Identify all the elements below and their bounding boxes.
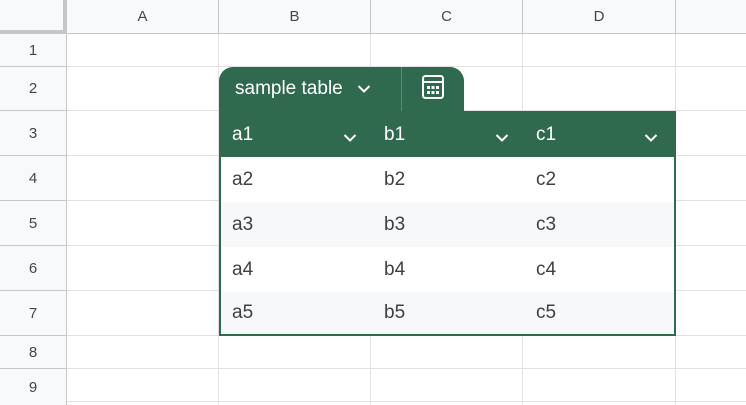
chevron-down-icon[interactable] [644,127,658,149]
column-header-d[interactable]: D [523,0,676,34]
grid-line [218,34,219,405]
column-header-e[interactable] [676,0,746,34]
table-name-chip: sample table [219,67,464,111]
row-header-4[interactable]: 4 [0,156,67,201]
row-header-8[interactable]: 8 [0,336,67,369]
column-header-a1[interactable]: a1 [221,113,373,157]
table-row: a3 b3 c3 [221,202,674,247]
select-all-corner[interactable] [0,0,67,34]
row-header-9[interactable]: 9 [0,369,67,405]
chevron-down-icon[interactable] [495,127,509,149]
table-cell[interactable]: b3 [384,213,406,235]
table-cell[interactable]: a4 [232,258,254,280]
table-name-dropdown[interactable]: sample table [219,67,402,111]
row-header-2[interactable]: 2 [0,67,67,111]
grid-line [67,401,746,402]
calculator-grid-icon [420,74,446,105]
data-table: a1 b1 c1 a2 b2 c2 [219,111,676,336]
header-label: c1 [536,124,557,145]
header-label: a1 [232,124,254,145]
table-cell[interactable]: a5 [232,302,254,323]
row-header-7[interactable]: 7 [0,291,67,336]
column-header-c1[interactable]: c1 [525,113,674,157]
table-name-label: sample table [235,78,343,99]
column-header-b[interactable]: B [219,0,371,34]
table-options-button[interactable] [402,67,464,111]
grid-line [67,368,746,369]
grid-line [67,66,746,67]
table-cell[interactable]: c2 [536,168,557,190]
table-cell[interactable]: c5 [536,302,557,323]
row-header-3[interactable]: 3 [0,111,67,156]
column-header-c[interactable]: C [371,0,523,34]
table-row: a2 b2 c2 [221,157,674,202]
row-header-1[interactable]: 1 [0,34,67,67]
table-cell[interactable]: b2 [384,168,406,190]
column-header-a[interactable]: A [67,0,219,34]
column-header-b1[interactable]: b1 [373,113,525,157]
table-cell[interactable]: b4 [384,258,406,280]
table-row: a4 b4 c4 [221,247,674,292]
row-header-6[interactable]: 6 [0,246,67,291]
chevron-down-icon[interactable] [343,127,357,149]
header-label: b1 [384,124,406,145]
table-cell[interactable]: c4 [536,258,557,280]
table-cell[interactable]: a2 [232,168,254,190]
table-cell[interactable]: b5 [384,302,406,323]
chevron-down-icon [357,78,371,100]
table-cell[interactable]: c3 [536,213,557,235]
row-header-5[interactable]: 5 [0,201,67,246]
table-cell[interactable]: a3 [232,213,254,235]
table-header-row: a1 b1 c1 [221,113,674,157]
table-row: a5 b5 c5 [221,292,674,334]
